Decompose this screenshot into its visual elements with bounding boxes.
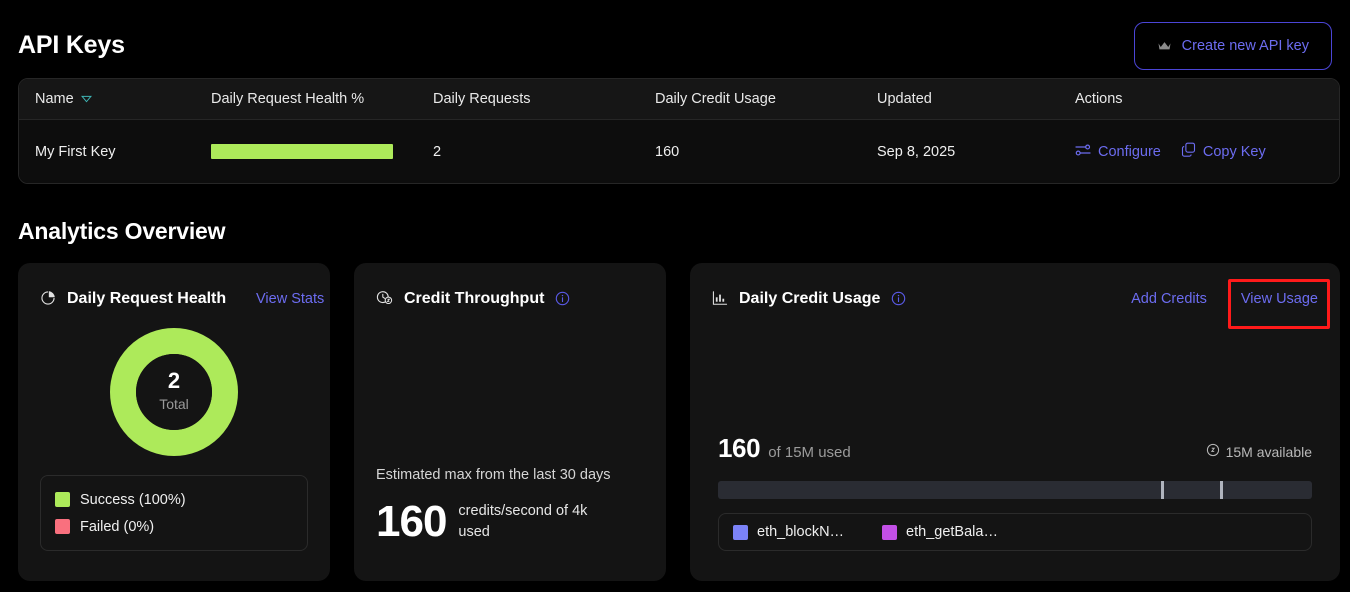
view-usage-link[interactable]: View Usage <box>1240 291 1318 307</box>
legend-label-failed: Failed (0%) <box>80 518 155 535</box>
table-header-row: Name Daily Request Health % Daily Reques… <box>19 79 1339 120</box>
method-1-swatch-icon <box>733 524 748 540</box>
page-header: API Keys Create new API key <box>18 22 1332 72</box>
column-header-actions: Actions <box>1075 91 1123 107</box>
credits-used-value: 160 <box>718 433 761 463</box>
card-header: Daily Credit Usage Add Credits View Usag… <box>690 263 1340 311</box>
info-circle-icon[interactable] <box>555 291 570 311</box>
column-header-updated[interactable]: Updated <box>877 91 932 107</box>
add-credits-link[interactable]: Add Credits <box>1131 291 1207 307</box>
chevron-down-icon[interactable] <box>80 91 92 107</box>
donut-svg <box>110 328 238 456</box>
card-daily-credit-usage: Daily Credit Usage Add Credits View Usag… <box>690 263 1340 581</box>
health-bar-fill <box>211 144 393 159</box>
credit-usage-body: 160 of 15M used 15M available <box>718 433 1312 551</box>
usage-tick-2 <box>1219 481 1223 499</box>
donut-total-value: 2 <box>167 368 181 393</box>
request-health-donut: 2 Total <box>109 327 239 457</box>
credit-usage-summary: 160 of 15M used 15M available <box>718 433 1312 464</box>
legend-item-method-2: eth_getBala… <box>882 524 998 540</box>
configure-label: Configure <box>1098 143 1161 160</box>
failed-swatch-icon <box>55 519 70 534</box>
usage-tick-1 <box>1160 481 1164 499</box>
column-header-daily-requests[interactable]: Daily Requests <box>433 91 531 107</box>
column-header-name-label: Name <box>35 91 74 107</box>
donut-center-text: 2 Total <box>109 327 239 457</box>
column-header-health[interactable]: Daily Request Health % <box>211 91 365 107</box>
success-swatch-icon <box>55 492 70 507</box>
legend-label-success: Success (100%) <box>80 491 186 508</box>
legend-item-method-1: eth_blockN… <box>733 524 844 540</box>
credits-used-suffix: of 15M used <box>768 444 851 461</box>
sliders-icon <box>1075 143 1091 161</box>
api-keys-table: Name Daily Request Health % Daily Reques… <box>18 78 1340 184</box>
analytics-cards: Daily Request Health View Stats 2 Total … <box>18 263 1340 581</box>
view-stats-link[interactable]: View Stats <box>256 291 325 307</box>
throughput-stat: 160 credits/second of 4k used <box>376 499 644 545</box>
cell-key-name: My First Key <box>35 143 116 160</box>
card-daily-request-health: Daily Request Health View Stats 2 Total … <box>18 263 330 581</box>
configure-button[interactable]: Configure <box>1075 143 1161 161</box>
card-title: Credit Throughput <box>404 290 545 307</box>
donut-total-label: Total <box>159 396 189 412</box>
credits-available-label: 15M available <box>1225 443 1312 460</box>
create-new-api-key-button[interactable]: Create new API key <box>1133 22 1332 70</box>
cell-daily-credit-usage: 160 <box>655 143 680 160</box>
cell-actions: Configure Copy Key <box>1075 142 1325 161</box>
copy-key-label: Copy Key <box>1202 143 1266 160</box>
column-header-daily-credit-usage[interactable]: Daily Credit Usage <box>655 91 776 107</box>
cell-health-bar <box>211 144 433 159</box>
card-header: Daily Request Health View Stats <box>18 263 330 311</box>
bar-chart-icon <box>712 290 728 311</box>
copy-key-button[interactable]: Copy Key <box>1181 142 1266 161</box>
card-title: Daily Request Health <box>67 290 227 307</box>
copy-icon <box>1181 142 1196 161</box>
method-2-swatch-icon <box>882 524 898 540</box>
coins-gauge-icon <box>376 290 393 311</box>
health-legend: Success (100%) Failed (0%) <box>40 475 308 551</box>
throughput-value: 160 <box>376 497 447 546</box>
card-header: Credit Throughput <box>354 263 666 311</box>
method-2-label: eth_getBala… <box>906 524 998 540</box>
throughput-body: Estimated max from the last 30 days 160 … <box>376 467 644 545</box>
method-1-label: eth_blockN… <box>757 524 845 540</box>
card-title: Daily Credit Usage <box>739 290 881 307</box>
credit-usage-methods-legend: eth_blockN… eth_getBala… <box>718 513 1312 551</box>
analytics-overview-title: Analytics Overview <box>18 218 226 244</box>
throughput-subtitle: Estimated max from the last 30 days <box>376 467 611 483</box>
legend-item-success: Success (100%) <box>55 486 293 513</box>
credit-usage-progress-bar <box>718 481 1312 499</box>
credits-available-badge: 15M available <box>1206 443 1312 460</box>
legend-item-failed: Failed (0%) <box>55 513 293 540</box>
info-circle-icon[interactable] <box>891 291 906 311</box>
pie-chart-icon <box>40 290 56 311</box>
page-title: API Keys <box>18 31 125 59</box>
card-credit-throughput: Credit Throughput Estimated max from the… <box>354 263 666 581</box>
crown-icon <box>1157 40 1172 52</box>
cell-updated: Sep 8, 2025 <box>877 143 956 160</box>
table-row[interactable]: My First Key 2 160 Sep 8, 2025 <box>19 120 1339 183</box>
column-header-name[interactable]: Name <box>19 91 211 107</box>
create-new-api-key-label: Create new API key <box>1181 38 1309 54</box>
cell-daily-requests: 2 <box>433 143 442 160</box>
throughput-unit: credits/second of 4k used <box>458 503 588 540</box>
coin-icon <box>1206 443 1220 460</box>
